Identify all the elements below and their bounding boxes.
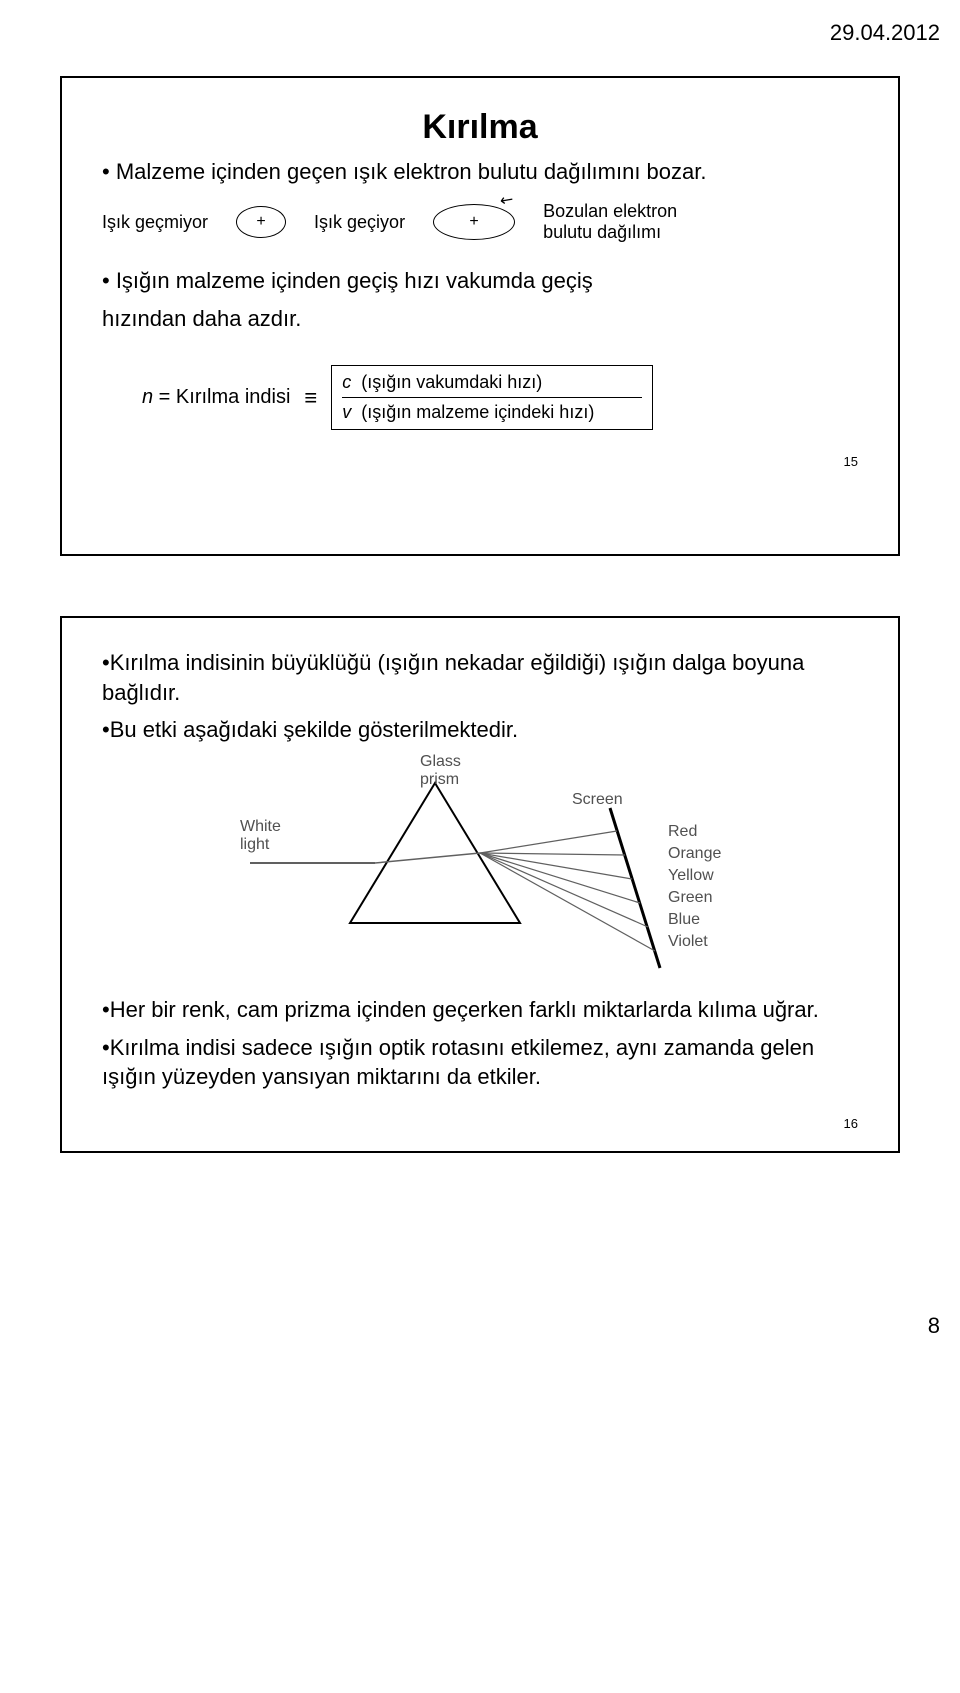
label-screen: Screen [572, 791, 623, 809]
frac-top: c (ışığın vakumdaki hızı) [342, 370, 642, 395]
bozulan-label-b: bulutu dağılımı [543, 222, 661, 242]
formula-n: n [142, 386, 153, 408]
diagram-label-left: Işık geçmiyor [102, 212, 208, 233]
frac-divider [342, 397, 642, 398]
slide2-bullet3: •Her bir renk, cam prizma içinden geçerk… [102, 995, 858, 1025]
label-white-b: light [240, 836, 269, 853]
slide1-bullet2a: • Işığın malzeme içinden geçiş hızı vaku… [102, 266, 858, 296]
electron-cloud-2-wrap: ↙ + [433, 204, 515, 240]
frac-c-desc: (ışığın vakumdaki hızı) [361, 372, 542, 393]
page-number: 8 [0, 1313, 940, 1339]
formula-n-rest: = Kırılma indisi [153, 386, 290, 408]
label-glass-prism: Glass prism [420, 753, 461, 788]
formula-equiv: ≡ [304, 385, 317, 411]
bozulan-label: Bozulan elektron bulutu dağılımı [543, 201, 677, 244]
page-date: 29.04.2012 [0, 20, 940, 46]
label-white-a: White [240, 818, 281, 835]
label-glass-a: Glass [420, 753, 461, 770]
formula-row: n = Kırılma indisi ≡ c (ışığın vakumdaki… [142, 365, 858, 430]
label-glass-b: prism [420, 771, 459, 788]
label-violet: Violet [668, 933, 708, 951]
slide2-bullet1: •Kırılma indisinin büyüklüğü (ışığın nek… [102, 648, 858, 707]
frac-v-desc: (ışığın malzeme içindeki hızı) [361, 402, 594, 423]
fraction-box: c (ışığın vakumdaki hızı) v (ışığın malz… [331, 365, 653, 430]
label-white-light: White light [240, 818, 281, 853]
slide1-number: 15 [102, 454, 858, 469]
label-yellow: Yellow [668, 867, 714, 885]
prism-diagram: White light Glass prism Screen Red Orang… [220, 753, 740, 983]
slide2-number: 16 [102, 1116, 858, 1131]
prism-svg [220, 753, 740, 983]
label-red: Red [668, 823, 697, 841]
frac-bot: v (ışığın malzeme içindeki hızı) [342, 400, 642, 425]
bozulan-label-a: Bozulan elektron [543, 201, 677, 221]
slide2-bullet2: •Bu etki aşağıdaki şekilde gösterilmekte… [102, 715, 858, 745]
frac-v: v [342, 402, 351, 423]
slide1-bullet2b: hızından daha azdır. [102, 304, 858, 334]
label-blue: Blue [668, 911, 700, 929]
slide-2: •Kırılma indisinin büyüklüğü (ışığın nek… [60, 616, 900, 1153]
slide1-title: Kırılma [102, 108, 858, 147]
label-green: Green [668, 889, 712, 907]
slide1-diagram: Işık geçmiyor + Işık geçiyor ↙ + Bozulan… [102, 201, 858, 244]
diagram-label-mid: Işık geçiyor [314, 212, 405, 233]
slide2-bullet4: •Kırılma indisi sadece ışığın optik rota… [102, 1033, 858, 1092]
slide-1: Kırılma • Malzeme içinden geçen ışık ele… [60, 76, 900, 556]
formula-n-label: n = Kırılma indisi [142, 386, 290, 409]
slide1-bullet1: • Malzeme içinden geçen ışık elektron bu… [102, 157, 858, 187]
label-orange: Orange [668, 845, 721, 863]
page-container: Kırılma • Malzeme içinden geçen ışık ele… [0, 76, 960, 1253]
frac-c: c [342, 372, 351, 393]
electron-cloud-1: + [236, 206, 286, 238]
